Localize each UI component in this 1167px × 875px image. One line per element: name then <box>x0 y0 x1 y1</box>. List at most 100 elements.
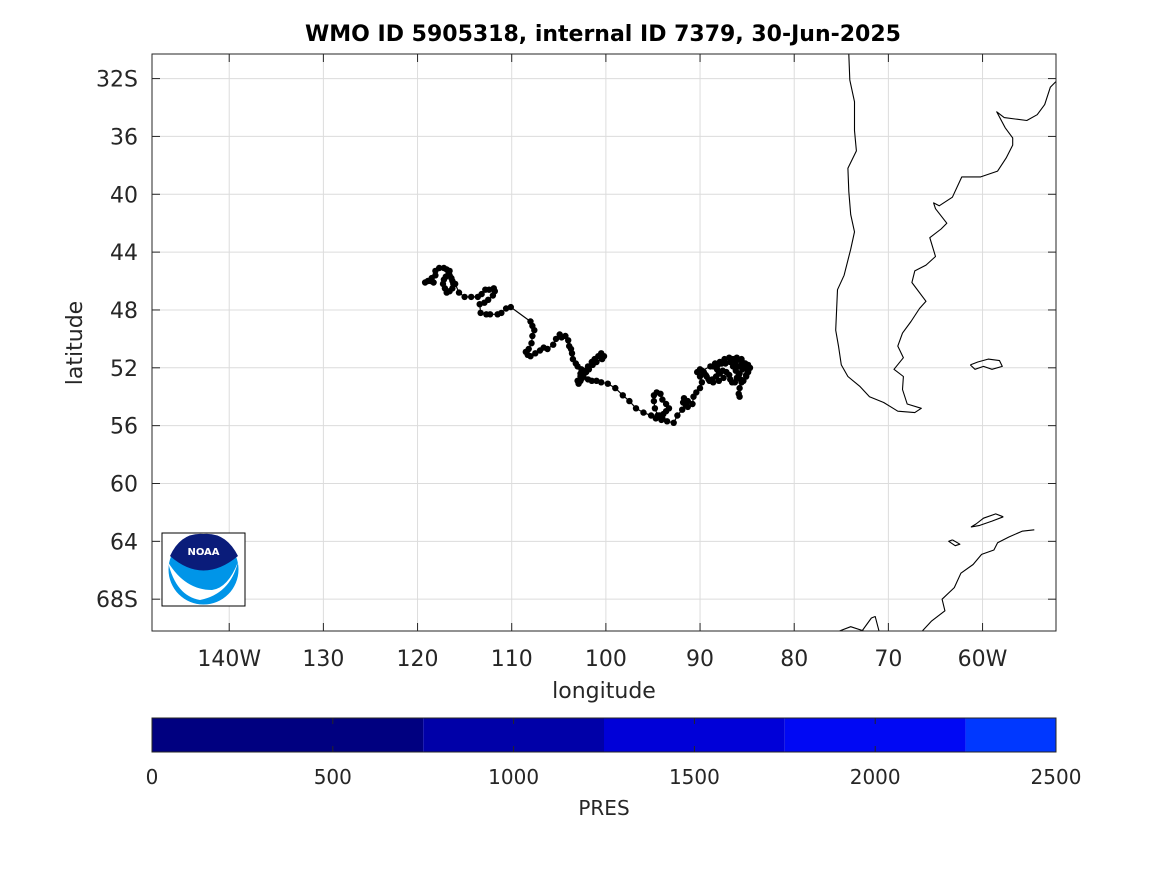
y-tick-label: 56 <box>110 415 138 440</box>
x-axis-label: longitude <box>552 679 656 704</box>
profile-marker <box>476 301 483 308</box>
profile-marker <box>532 350 539 357</box>
profile-marker <box>565 337 572 344</box>
profile-marker <box>720 374 727 382</box>
coastline <box>969 358 1003 370</box>
y-tick-label: 68S <box>96 588 138 613</box>
profile-marker <box>507 303 514 311</box>
profile-marker <box>663 418 671 425</box>
colorbar-tick-label: 0 <box>146 765 159 789</box>
colorbar-tick-label: 2000 <box>850 765 901 789</box>
profile-marker <box>743 371 750 379</box>
profile-marker <box>693 389 700 396</box>
profile-marker <box>468 293 475 301</box>
profile-marker <box>679 399 687 406</box>
profile-marker <box>658 416 665 424</box>
profile-marker <box>550 341 557 348</box>
x-tick-label: 130 <box>302 647 344 672</box>
profile-marker <box>544 345 551 353</box>
profile-marker <box>461 293 468 301</box>
profile-marker <box>698 367 706 374</box>
y-tick-label: 44 <box>110 241 138 266</box>
x-tick-label: 120 <box>397 647 439 672</box>
profile-marker <box>568 350 576 357</box>
colorbar-tick-labels: 0 500 1000 1500 2000 2500 <box>146 718 1082 789</box>
profile-marker <box>716 358 723 366</box>
x-tick-labels: 140W 130 120 110 100 90 80 70 60W <box>197 647 1007 672</box>
map-axes: 140W 130 120 110 100 90 80 70 60W 32S 36 40 44 48 52 5… <box>96 53 1057 672</box>
profile-marker <box>445 270 452 277</box>
profile-marker <box>598 355 606 363</box>
profile-marker <box>486 311 494 318</box>
profile-marker <box>650 397 658 405</box>
profile-marker <box>528 340 535 347</box>
profile-marker <box>707 363 714 370</box>
colorbar-segment <box>965 718 1056 752</box>
profile-marker <box>432 272 439 279</box>
profile-marker <box>588 377 595 384</box>
y-tick-label: 40 <box>110 183 138 208</box>
profile-marker <box>455 289 463 296</box>
y-tick-label: 48 <box>110 299 138 324</box>
profile-marker <box>604 380 611 387</box>
coastline <box>948 539 961 547</box>
x-tick-label: 110 <box>491 647 533 672</box>
profile-marker <box>452 280 459 288</box>
profile-marker <box>738 379 745 386</box>
profile-marker <box>632 405 640 412</box>
map-background <box>152 54 1056 631</box>
profile-marker <box>436 264 443 272</box>
figure-title: WMO ID 5905318, internal ID 7379, 30-Jun… <box>305 22 901 47</box>
x-tick-label: 80 <box>780 647 808 672</box>
map-frame <box>151 53 1057 632</box>
colorbar-label: PRES <box>578 796 629 820</box>
profile-marker <box>670 419 677 426</box>
coastline <box>839 626 865 631</box>
profile-marker <box>527 353 534 360</box>
grid-lines <box>152 54 1056 631</box>
y-axis-label: latitude <box>63 301 88 385</box>
colorbar-frame <box>151 717 1057 753</box>
colorbar-tick-label: 500 <box>314 765 352 789</box>
profile-marker <box>679 406 686 413</box>
profile-marker <box>478 290 485 298</box>
profile-marker <box>489 292 497 299</box>
colorbar-segment <box>152 718 424 752</box>
profile-marker <box>612 384 619 392</box>
profile-marker <box>579 374 586 382</box>
profile-marker <box>736 384 743 392</box>
coastline <box>970 513 1004 528</box>
profile-marker <box>477 309 484 317</box>
profile-marker <box>738 357 745 364</box>
noaa-logo-icon: NOAA <box>161 532 246 607</box>
profile-marker <box>733 354 740 361</box>
y-tick-label: 52 <box>110 357 138 382</box>
colorbar-tick-label: 1000 <box>488 765 539 789</box>
x-tick-label: 140W <box>197 647 261 672</box>
colorbar-tick-label: 2500 <box>1031 765 1082 789</box>
x-tick-label: 90 <box>686 647 714 672</box>
profile-marker <box>598 379 605 386</box>
profile-marker <box>619 392 626 399</box>
x-tick-label: 70 <box>874 647 902 672</box>
profile-marker <box>652 415 659 422</box>
y-tick-label: 60 <box>110 472 138 497</box>
colorbar-segments <box>152 718 1056 752</box>
noaa-logo-text: NOAA <box>187 547 219 558</box>
float-track <box>421 264 754 426</box>
profile-marker <box>647 412 655 419</box>
profile-marker <box>552 335 560 343</box>
profile-marker <box>659 396 666 403</box>
profile-marker <box>674 412 681 419</box>
profile-marker <box>651 405 659 412</box>
profile-marker <box>689 400 696 408</box>
profile-marker <box>529 332 536 340</box>
profile-marker <box>531 327 538 334</box>
profile-marker <box>698 379 706 386</box>
profile-marker <box>589 361 596 369</box>
profile-marker <box>626 397 633 405</box>
colorbar-tick-label: 1500 <box>669 765 720 789</box>
y-tick-label: 32S <box>96 68 138 93</box>
coastlines <box>835 54 1056 631</box>
